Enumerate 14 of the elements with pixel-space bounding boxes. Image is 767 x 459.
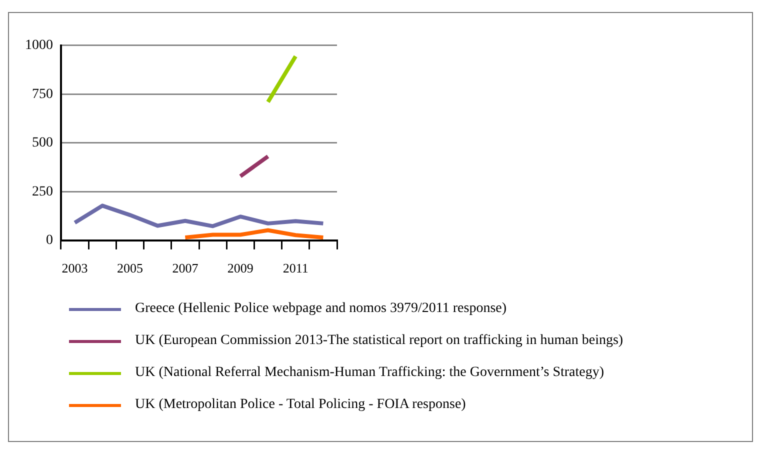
x-tick-label: 2007 — [172, 260, 199, 276]
x-tick-label: 2011 — [282, 260, 308, 276]
y-tick-label: 500 — [32, 136, 53, 151]
y-tick-label: 250 — [32, 184, 53, 200]
x-tick-label: 2009 — [227, 260, 254, 276]
x-tick-label: 2003 — [62, 260, 88, 276]
legend-label: UK (National Referral Mechanism-Human Trafficking: the Government’s Strategy) — [135, 365, 604, 381]
legend-label: UK (European Commission 2013-The statistical report on trafficking in human beings) — [135, 333, 624, 349]
x-tick-label: 2005 — [117, 260, 143, 276]
y-tick-label: 1000 — [25, 38, 53, 54]
y-tick-label: 750 — [32, 86, 53, 102]
y-tick-label: 0 — [46, 233, 53, 248]
legend-label: UK (Metropolitan Police - Total Policing - FOIA response) — [135, 397, 466, 413]
legend-label: Greece (Hellenic Police webpage and nomos 3979/2011 response) — [135, 301, 507, 317]
